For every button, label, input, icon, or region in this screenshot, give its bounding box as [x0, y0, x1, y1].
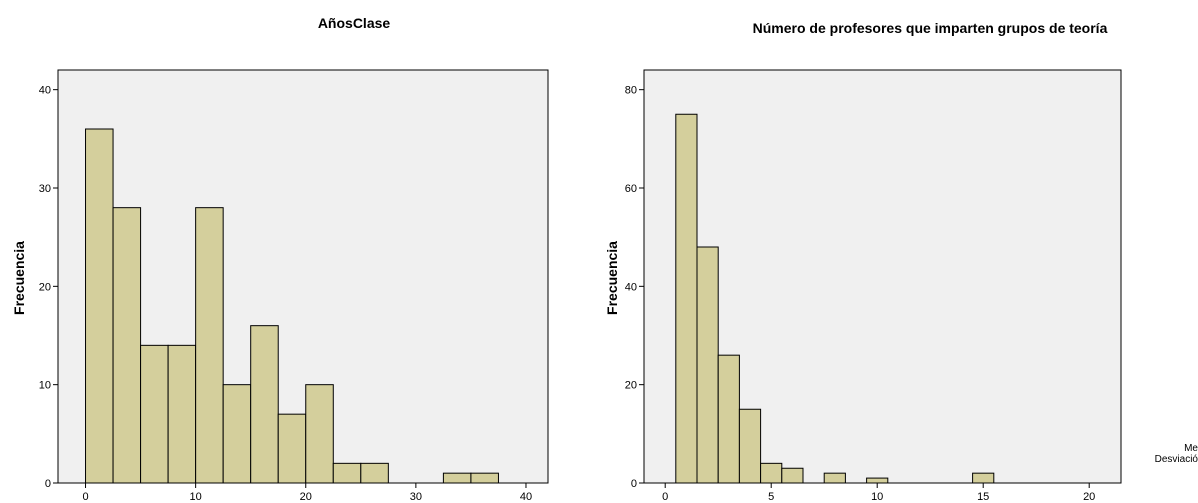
stats-mean-label: Me	[1184, 443, 1198, 454]
stats-stddev-label: Desviació	[1155, 454, 1198, 465]
histogram-bar	[760, 462, 783, 484]
y-tick-label: 20	[625, 380, 637, 392]
histogram-bar	[442, 472, 472, 484]
y-tick-label: 80	[625, 85, 637, 97]
y-tick-label: 40	[39, 85, 51, 97]
x-tick-label: 0	[662, 491, 668, 503]
y-tick-label: 10	[39, 380, 51, 392]
y-axis-label: Frecuencia	[11, 241, 27, 315]
y-tick-label: 40	[625, 281, 637, 293]
y-tick-label: 30	[39, 183, 51, 195]
chart-title: AñosClase	[318, 15, 391, 31]
x-tick-label: 0	[82, 491, 88, 503]
x-ticks: 0 5 10 15 20	[662, 483, 1095, 503]
histogram-bar	[195, 207, 224, 484]
histogram-bar	[305, 384, 334, 484]
bars	[675, 113, 995, 484]
chart-numero-profesores: Número de profesores que imparten grupos…	[604, 20, 1122, 503]
x-tick-label: 20	[1083, 491, 1095, 503]
histogram-bar	[972, 472, 995, 484]
histogram-bar	[85, 128, 114, 484]
histogram-bar	[470, 472, 499, 484]
histogram-bar	[277, 413, 307, 484]
x-ticks: 0 10 20 30 40	[82, 483, 532, 503]
x-tick-label: 30	[410, 491, 422, 503]
x-tick-label: 10	[190, 491, 202, 503]
y-axis-label: Frecuencia	[604, 241, 620, 315]
y-tick-label: 60	[625, 183, 637, 195]
chart-title: Número de profesores que imparten grupos…	[753, 20, 1108, 36]
histogram-bar	[360, 462, 389, 484]
histogram-bar	[332, 462, 362, 484]
y-tick-label: 0	[45, 478, 51, 490]
bars	[85, 128, 499, 484]
y-tick-label: 20	[39, 281, 51, 293]
y-ticks: 0 20 40 60 80	[625, 85, 644, 490]
chart-anosclase: AñosClase Frecuencia 0 10 20 30 40 0 10 20 30 40	[11, 15, 549, 503]
x-tick-label: 40	[520, 491, 532, 503]
histogram-bar	[675, 113, 698, 484]
y-tick-label: 0	[631, 478, 637, 490]
histogram-bar	[140, 344, 169, 484]
histogram-bar	[112, 207, 142, 484]
x-tick-label: 10	[871, 491, 883, 503]
histogram-bar	[167, 344, 197, 484]
histogram-bar	[696, 246, 719, 484]
histogram-bar	[250, 325, 279, 484]
histogram-bar	[866, 477, 889, 484]
y-ticks: 0 10 20 30 40	[39, 85, 58, 490]
histogram-bar	[717, 354, 740, 484]
x-tick-label: 5	[768, 491, 774, 503]
histogram-bar	[222, 384, 252, 484]
x-tick-label: 15	[977, 491, 989, 503]
histogram-bar	[823, 472, 846, 484]
histogram-bar	[781, 467, 804, 484]
x-tick-label: 20	[300, 491, 312, 503]
histogram-bar	[738, 408, 762, 484]
